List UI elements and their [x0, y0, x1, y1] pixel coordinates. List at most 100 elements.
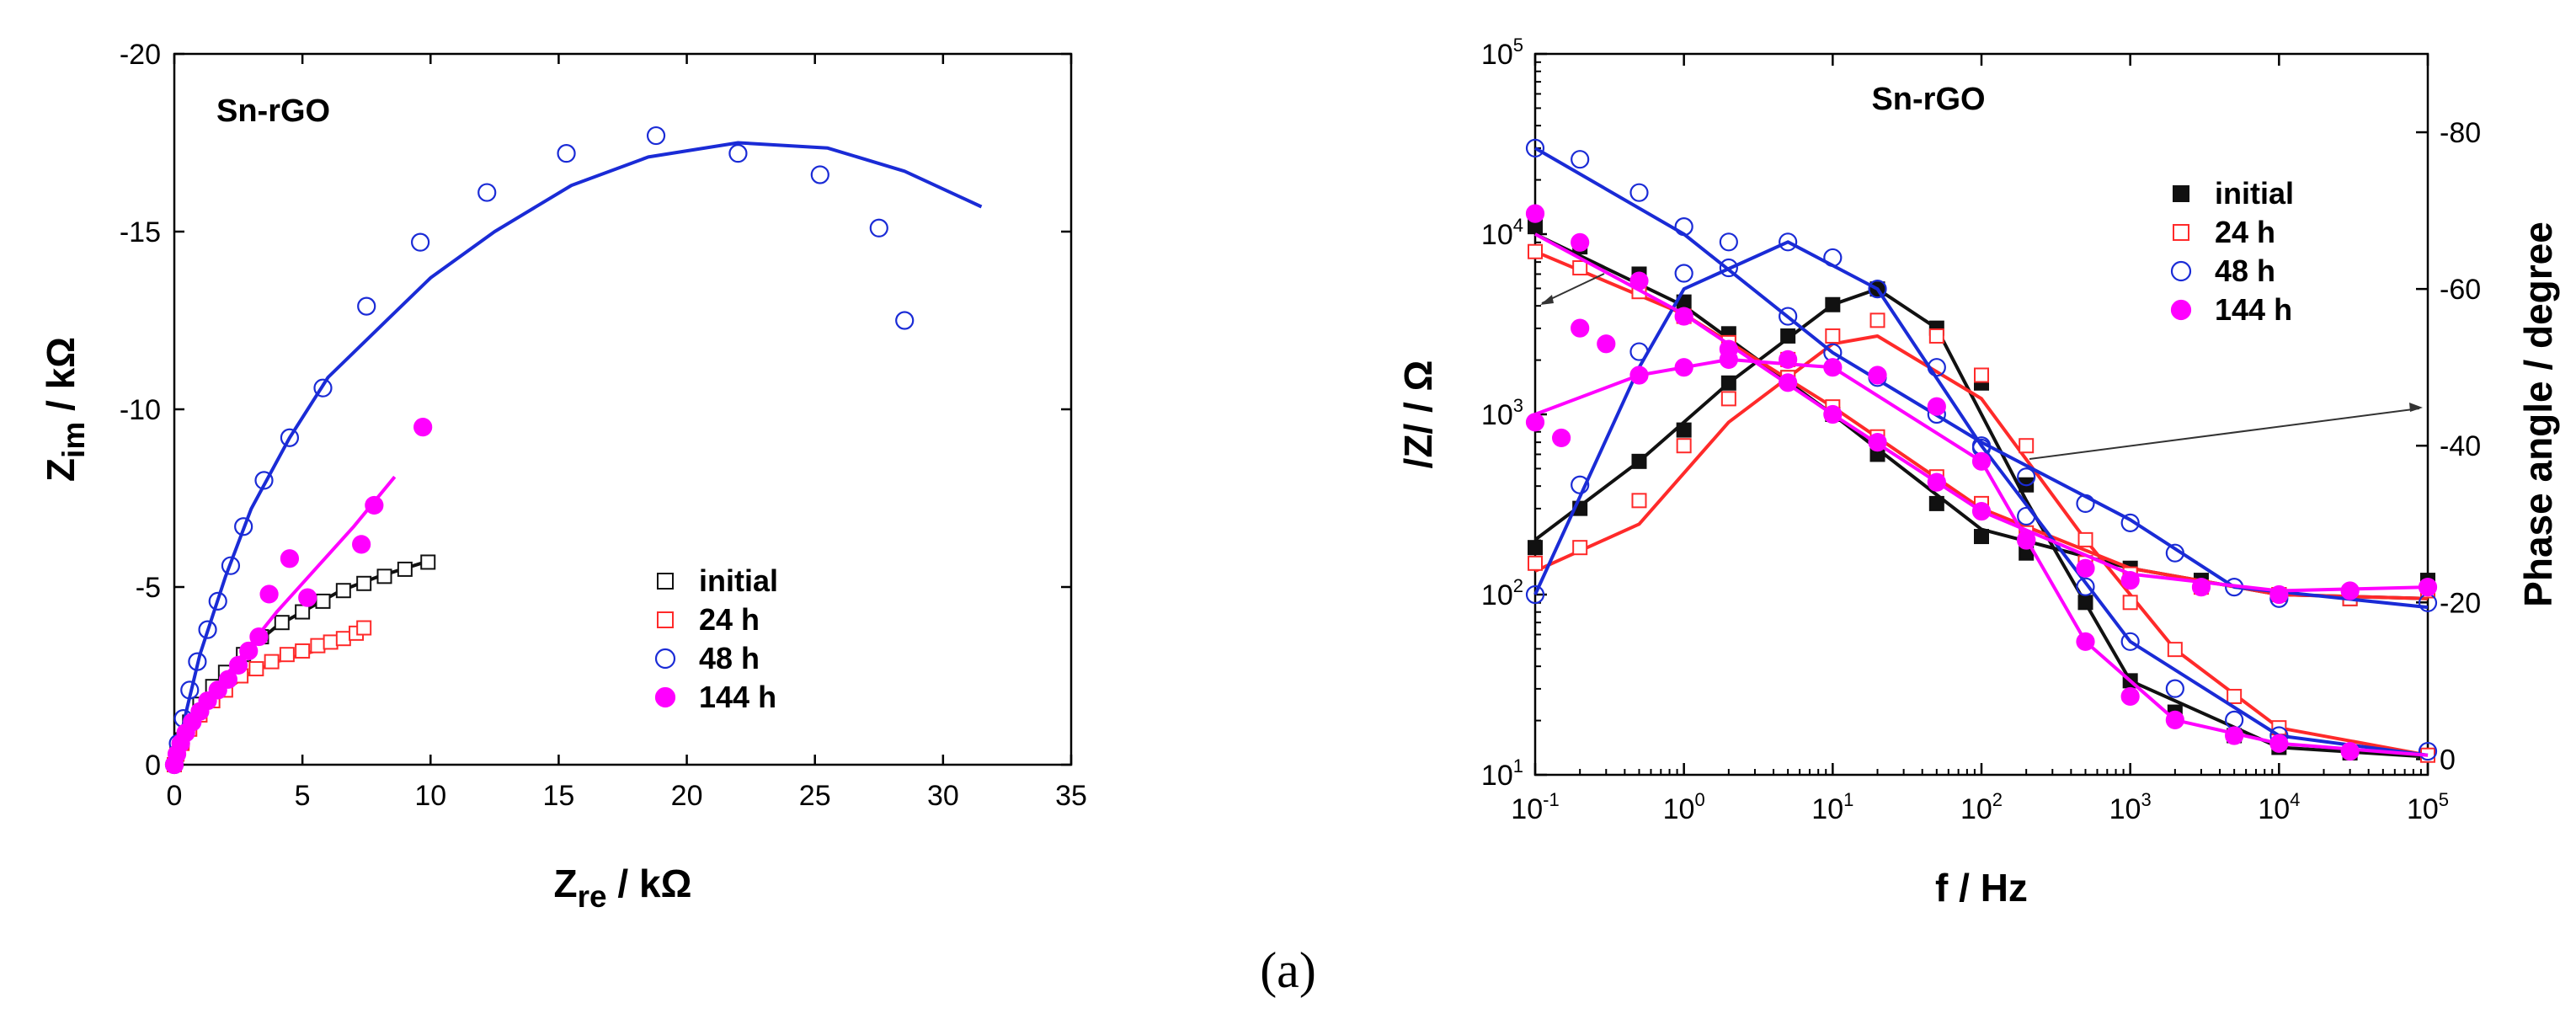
- bode-phase-point: [1868, 280, 1887, 299]
- bode-impedance-point: [2017, 467, 2036, 487]
- nyquist-data-point: [198, 620, 217, 639]
- bode-impedance-point: [1868, 433, 1887, 452]
- nyquist-data-point: [356, 575, 372, 591]
- bode-y-left-axis-label: /Z/ / Ω: [1396, 360, 1440, 469]
- bode-annotation-arrows: [1540, 273, 2423, 460]
- nyquist-legend-label: 144 h: [699, 680, 776, 714]
- nyquist-data-point: [221, 556, 241, 575]
- bode-phase-point: [1927, 397, 1946, 416]
- nyquist-data-point: [357, 296, 376, 316]
- nyquist-data-point: [180, 680, 200, 700]
- bode-phase-point: [1869, 312, 1885, 328]
- nyquist-legend-label: 24 h: [699, 602, 760, 637]
- bode-x-tick-label: 101: [1811, 789, 1853, 825]
- nyquist-series-24h: [167, 620, 372, 772]
- bode-phase-point: [1572, 540, 1588, 556]
- bode-phase-point: [2017, 506, 2036, 526]
- nyquist-x-tick-label: 30: [927, 780, 959, 812]
- bode-y-right-axis-label: Phase angle / degree: [2516, 221, 2560, 607]
- nyquist-legend-label: 48 h: [699, 641, 760, 675]
- bode-series-144h: [1525, 204, 2438, 761]
- nyquist-x-tick-label: 20: [671, 780, 703, 812]
- bode-x-axis-label: f / Hz: [1935, 866, 2028, 910]
- nyquist-data-point: [264, 654, 280, 670]
- bode-impedance-point: [1525, 138, 1545, 157]
- nyquist-data-point: [413, 418, 433, 437]
- bode-phase-point: [2418, 741, 2438, 761]
- bode-impedance-point: [2120, 570, 2140, 590]
- bode-impedance-point: [2076, 558, 2095, 578]
- bode-impedance-point: [1928, 495, 1944, 511]
- bode-phase-point: [2120, 686, 2140, 707]
- bode-y-left-tick-label: 104: [1481, 215, 1523, 251]
- bode-impedance-point: [1927, 472, 1946, 492]
- nyquist-data-point: [208, 591, 227, 611]
- nyquist-y-tick-label: -5: [136, 572, 161, 604]
- bode-phase-point: [1825, 296, 1841, 312]
- bode-phase-point: [1631, 453, 1647, 469]
- nyquist-data-point: [376, 568, 392, 584]
- bode-phase-point: [2076, 577, 2095, 596]
- bode-impedance-point: [1823, 404, 1843, 424]
- bode-chart-title: Sn-rGO: [1871, 82, 1985, 117]
- bode-impedance-point: [2165, 543, 2184, 563]
- nyquist-data-point: [356, 620, 372, 636]
- nyquist-data-point: [249, 627, 269, 647]
- nyquist-data-point: [254, 471, 274, 490]
- bode-phase-point: [1719, 350, 1738, 369]
- bode-phase-fit-line: [1534, 334, 2429, 757]
- bode-impedance-point: [2120, 513, 2140, 532]
- bode-impedance-point: [1525, 204, 1545, 223]
- bode-x-tick-label: 102: [1960, 789, 2003, 825]
- bode-phase-point: [2340, 741, 2360, 761]
- bode-phase-point: [1528, 555, 1543, 571]
- nyquist-data-point: [248, 661, 264, 677]
- bode-phase-fit-line: [1533, 287, 2429, 759]
- bode-phase-point: [1719, 232, 1738, 252]
- bode-impedance-point: [2340, 581, 2360, 600]
- bode-phase-point: [1674, 358, 1693, 377]
- bode-legend-marker: [2170, 260, 2192, 282]
- bode-y-left-tick-label: 103: [1481, 395, 1523, 431]
- bode-phase-point: [1676, 438, 1692, 454]
- nyquist-data-point: [295, 643, 311, 659]
- bode-phase-fit-line: [1533, 240, 2429, 757]
- bode-phase-point: [1631, 493, 1647, 509]
- bode-phase-point: [2120, 632, 2140, 651]
- bode-phase-point: [2227, 688, 2243, 704]
- nyquist-legend-marker: [654, 686, 676, 708]
- bode-y-right-tick-label: -40: [2440, 430, 2481, 462]
- nyquist-series-48h: [164, 125, 983, 775]
- bode-impedance-point: [1571, 232, 1590, 252]
- nyquist-data-point: [557, 144, 576, 163]
- nyquist-series-initial: [167, 554, 436, 772]
- bode-impedance-point: [1779, 373, 1798, 392]
- bode-series-initial: [1528, 219, 2435, 760]
- bode-x-tick-label: 10-1: [1511, 789, 1559, 825]
- arrow-head-right: [2409, 403, 2423, 412]
- bode-legend-label: 144 h: [2215, 292, 2292, 327]
- nyquist-data-point: [477, 183, 497, 202]
- nyquist-data-point: [411, 232, 430, 252]
- bode-phase-point: [1971, 451, 1992, 471]
- arrow-to-right-axis: [2029, 408, 2420, 460]
- nyquist-x-tick-label: 10: [414, 780, 446, 812]
- nyquist-data-point: [188, 652, 207, 671]
- nyquist-data-point: [646, 125, 666, 146]
- nyquist-legend-marker: [654, 648, 676, 670]
- nyquist-data-point: [420, 554, 436, 570]
- bode-legend: initial 24 h 48 h 144 h: [2170, 176, 2294, 327]
- bode-impedance-point: [1528, 243, 1543, 259]
- bode-y-left-tick-label: 105: [1481, 35, 1523, 71]
- bode-impedance-point: [2269, 584, 2289, 605]
- bode-chart: 10-1 100 101 102 103 104 105 101 102 103 104 105 0 -2…: [1396, 35, 2560, 910]
- nyquist-x-tick-label: 35: [1055, 780, 1087, 812]
- bode-legend-marker: [2173, 224, 2189, 241]
- bode-phase-point: [2019, 438, 2035, 454]
- arrow-head-left: [1540, 295, 1554, 305]
- bode-phase-point: [1780, 328, 1796, 344]
- bode-y-right-tick-label: -20: [2440, 587, 2481, 619]
- bode-impedance-point: [2076, 494, 2095, 513]
- bode-impedance-point: [2418, 578, 2438, 597]
- bode-impedance-point: [1971, 501, 1992, 521]
